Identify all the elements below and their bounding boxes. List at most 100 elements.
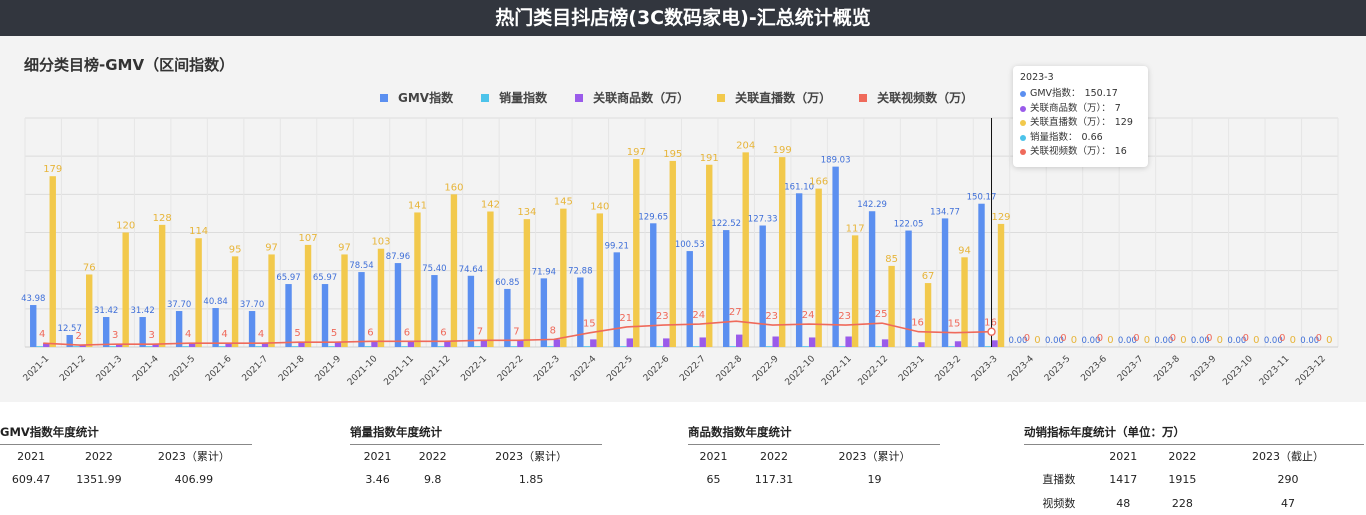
stats-header-cell <box>1024 445 1094 467</box>
bar-goods <box>225 343 232 347</box>
live-data-label: 204 <box>736 140 755 151</box>
x-tick-label: 2023-6 <box>1079 354 1109 384</box>
sales-stats-title: 销量指数年度统计 <box>350 424 602 445</box>
bar-gmv <box>102 317 110 347</box>
bar-gmv <box>650 223 657 347</box>
page-title: 热门类目抖店榜(3C数码家电)-汇总统计概览 <box>495 7 871 29</box>
bar-goods <box>918 342 925 347</box>
video-line <box>43 320 992 346</box>
bar-live <box>231 256 239 347</box>
bar-goods <box>845 336 852 347</box>
bar-sales <box>218 346 226 347</box>
legend-item-live[interactable]: 关联直播数（万） <box>717 89 831 106</box>
live-data-label: 142 <box>481 200 500 211</box>
gmv-data-label: 75.40 <box>422 264 446 274</box>
bar-live <box>341 254 348 347</box>
stats-header-cell: 2023（累计） <box>157 450 230 463</box>
bar-gmv <box>504 288 511 347</box>
x-tick-label: 2022-9 <box>751 354 781 384</box>
stats-cell: 直播数 <box>1042 473 1076 486</box>
stats-cell: 1351.99 <box>76 472 122 486</box>
gmv-data-label: 100.53 <box>675 240 705 250</box>
stats-cell: 1.85 <box>518 472 544 486</box>
bar-gmv <box>394 263 402 347</box>
stats-cell: 406.99 <box>174 472 214 486</box>
bar-sales <box>364 346 372 347</box>
legend-item-sales[interactable]: 销量指数 <box>481 89 547 106</box>
bar-gmv <box>978 203 985 347</box>
legend-item-goods[interactable]: 关联商品数（万） <box>575 89 689 106</box>
legend-item-video[interactable]: 关联视频数（万） <box>859 89 973 106</box>
live-data-label: 97 <box>265 242 278 253</box>
gmv-data-label: 0.00 <box>1081 336 1100 346</box>
live-data-label: 97 <box>338 242 351 253</box>
x-tick-label: 2021-10 <box>346 354 380 388</box>
gmv-data-label: 0.00 <box>1154 336 1173 346</box>
bar-live <box>86 274 93 347</box>
video-data-label: 6 <box>404 327 410 338</box>
x-tick-label: 2023-5 <box>1043 354 1073 384</box>
tooltip-row-video: 关联视频数（万）： 16 <box>1020 145 1141 160</box>
gmv-data-label: 65.97 <box>313 273 337 283</box>
gmv-stats-title: GMV指数年度统计 <box>0 424 252 445</box>
bar-live <box>49 176 56 347</box>
bar-sales <box>145 346 153 347</box>
x-tick-label: 2023-11 <box>1258 354 1292 388</box>
live-data-label: 195 <box>663 149 682 160</box>
gmv-data-label: 43.98 <box>21 294 45 304</box>
stats-cell: 1417 <box>1109 472 1138 486</box>
bar-gmv <box>905 230 912 347</box>
x-tick-label: 2022-10 <box>784 354 818 388</box>
video-data-label: 0 <box>1170 333 1176 344</box>
bar-goods <box>371 341 378 347</box>
bar-sales <box>729 346 736 347</box>
x-tick-label: 2021-3 <box>95 354 125 384</box>
stats-row: 3.46 9.8 1.85 <box>350 467 602 491</box>
x-tick-label: 2022-11 <box>820 354 854 388</box>
gmv-data-label: 71.94 <box>532 267 556 277</box>
chart-canvas[interactable]: 43.981792021-112.57762021-231.421202021-… <box>0 36 1366 402</box>
bar-gmv <box>832 166 839 347</box>
tooltip-label: 销量指数： <box>1030 131 1078 143</box>
bar-sales <box>620 346 627 347</box>
bar-goods <box>590 339 597 347</box>
video-data-label: 24 <box>802 310 815 321</box>
tooltip-dot <box>1020 134 1026 141</box>
bar-live <box>195 238 202 347</box>
stats-row: 视频数 48 228 47 <box>1024 491 1364 515</box>
bar-gmv <box>66 335 73 347</box>
bar-gmv <box>358 272 365 347</box>
bar-gmv <box>467 275 475 347</box>
video-data-label: 4 <box>221 329 227 340</box>
bar-live <box>706 164 713 347</box>
live-data-label: 0 <box>1253 335 1259 346</box>
bar-live <box>851 235 859 347</box>
bar-sales <box>911 346 919 347</box>
x-tick-label: 2021-2 <box>58 354 88 384</box>
chart-legend[interactable]: GMV指数 销量指数 关联商品数（万） 关联直播数（万） 关联视频数（万） <box>380 89 973 106</box>
chart-panel: 43.98 179 2021-1 12.57 76 2021-2 31.42 120 2021-… <box>0 36 1366 402</box>
bar-live <box>523 219 531 347</box>
gmv-data-label: 134.77 <box>930 207 960 217</box>
bar-gmv <box>759 225 766 347</box>
gmv-data-label: 65.97 <box>276 273 300 283</box>
bar-live <box>815 188 822 347</box>
video-data-label: 16 <box>911 318 924 329</box>
live-data-label: 140 <box>590 201 609 212</box>
video-data-label: 3 <box>148 330 154 341</box>
gmv-data-label: 189.03 <box>821 156 851 166</box>
bar-live <box>560 208 567 347</box>
stats-cell: 19 <box>867 472 882 486</box>
x-tick-label: 2022-2 <box>496 354 526 384</box>
tooltip-label: GMV指数： <box>1030 88 1081 99</box>
live-data-label: 103 <box>371 237 390 248</box>
bar-live <box>888 265 895 347</box>
bar-goods <box>334 342 342 347</box>
gmv-data-label: 0.00 <box>1264 336 1283 346</box>
live-data-label: 191 <box>700 153 719 164</box>
bar-gmv <box>285 284 292 347</box>
bar-gmv <box>686 251 693 347</box>
video-data-label: 25 <box>875 309 888 320</box>
live-data-label: 128 <box>153 213 172 224</box>
legend-item-gmv[interactable]: GMV指数 <box>380 89 453 106</box>
